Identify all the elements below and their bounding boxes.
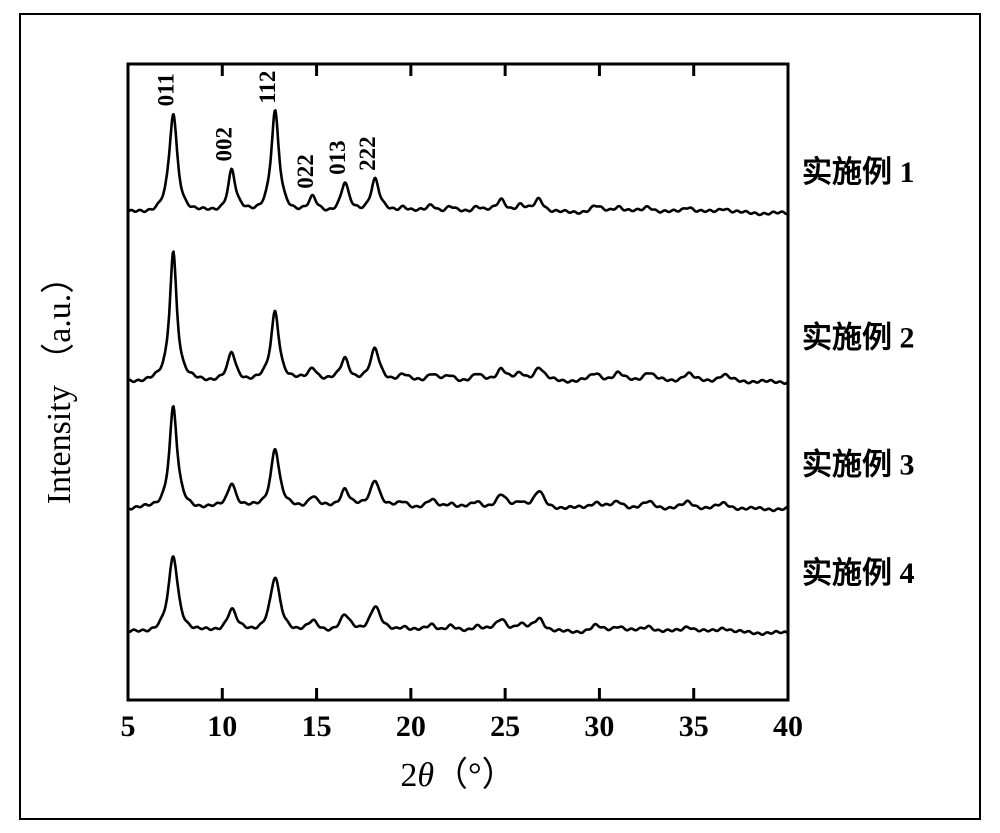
trace-label: 实施例 2 — [802, 320, 915, 354]
x-tick-label: 15 — [302, 710, 332, 743]
x-tick-label: 5 — [121, 710, 136, 743]
figure-frame: 5 10 15 20 25 30 35 40 2θ（°） Intensity （a.u.） 实施例 … — [0, 0, 1000, 833]
x-tick-label: 20 — [396, 710, 426, 743]
x-tick-label: 25 — [490, 710, 520, 743]
peak-index-label: 022 — [293, 154, 318, 189]
trace-label: 实施例 1 — [802, 155, 915, 189]
x-tick-label: 35 — [679, 710, 709, 743]
x-tick-label: 40 — [773, 710, 803, 743]
x-axis-label: 2θ（°） — [400, 756, 515, 794]
peak-index-label: 222 — [355, 136, 380, 171]
x-tick-label: 10 — [207, 710, 237, 743]
xrd-chart: 5 10 15 20 25 30 35 40 2θ（°） Intensity （a.u.） 实施例 … — [0, 0, 1000, 833]
peak-index-label: 011 — [153, 73, 178, 106]
peak-index-label: 002 — [212, 127, 237, 162]
y-axis-label: Intensity （a.u.） — [40, 260, 78, 505]
trace-label: 实施例 3 — [802, 448, 915, 482]
peak-index-label: 013 — [325, 140, 350, 175]
peak-index-label: 112 — [255, 71, 280, 104]
x-tick-label: 30 — [584, 710, 614, 743]
trace-label: 实施例 4 — [802, 556, 915, 590]
